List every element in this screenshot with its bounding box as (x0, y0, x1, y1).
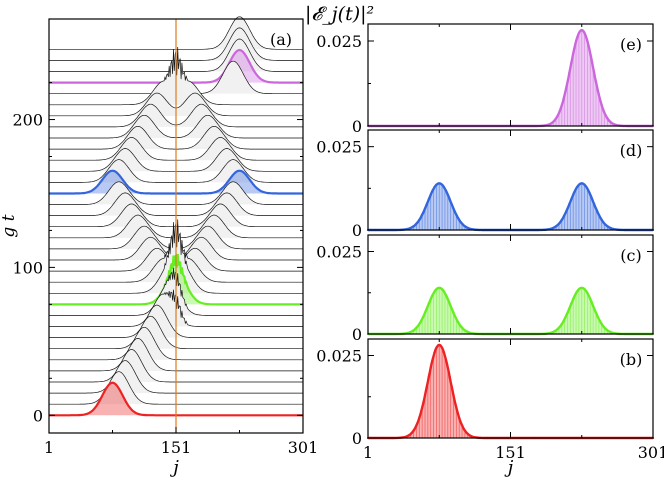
plot-area (368, 235, 653, 334)
frame-shade (49, 371, 303, 405)
frame-shade (49, 39, 303, 72)
frame-occluder (49, 371, 303, 405)
x-tick-label: 301 (638, 443, 664, 462)
x-axis-label-a: j (169, 457, 179, 478)
highlight-fill-gt-0 (49, 382, 303, 416)
panel-label: (b) (620, 350, 643, 369)
y-tick-label: 0.025 (316, 347, 362, 366)
y-tick-label-a: 0 (33, 406, 43, 425)
panels-right: (e) 0 0.025 (d) 0 0.025 (c) 0 0.025 (b) 0 0.025 1 151… (316, 23, 664, 478)
x-tick-label-a: 1 (44, 438, 54, 457)
waterfall-frame (49, 159, 303, 183)
plot-area (368, 339, 653, 438)
frame-occluder (49, 181, 303, 205)
frame-shade (49, 159, 303, 183)
panel-c: (c) 0 0.025 (316, 234, 655, 344)
frame-occluder (49, 61, 303, 94)
panel-a-waterfall: (a) 0 100 200 1 151 301 j g t (0, 16, 319, 478)
panel-d: (d) 0 0.025 (316, 129, 655, 240)
panel-e: (e) 0 0.025 (316, 23, 655, 136)
y-tick-label: 0 (352, 325, 362, 344)
x-tick-label: 1 (363, 443, 373, 462)
y-tick-label: 0 (352, 221, 362, 240)
panel-label: (d) (620, 141, 643, 160)
x-tick-label-a: 151 (161, 438, 192, 457)
frame-occluder (49, 159, 303, 183)
y-tick-label: 0 (352, 429, 362, 448)
figure-title: |𝓔_j(t)|² (305, 3, 374, 25)
y-tick-label: 0.025 (316, 32, 362, 51)
y-tick-label: 0.025 (316, 243, 362, 262)
frame-shade (49, 61, 303, 94)
y-tick-label-a: 200 (12, 111, 43, 130)
frame-occluder (49, 39, 303, 72)
y-tick-label: 0 (352, 117, 362, 136)
plot-area (368, 24, 653, 126)
y-axis-label-a: g t (0, 214, 19, 237)
y-tick-label: 0.025 (316, 138, 362, 157)
x-axis-label: j (504, 457, 514, 478)
frame-shade (49, 181, 303, 205)
panel-label: (c) (620, 246, 641, 265)
x-tick-label: 151 (495, 443, 526, 462)
plot-area (368, 130, 653, 230)
panel-label: (e) (620, 35, 642, 54)
x-tick-label-a: 301 (288, 438, 319, 457)
panel-b: (b) 0 0.025 1 151 301 j (316, 338, 664, 478)
y-tick-label-a: 100 (12, 258, 43, 277)
panel-label-a: (a) (270, 30, 292, 49)
frame-occluder (49, 192, 303, 216)
waterfall-frame (49, 181, 303, 205)
frame-shade (49, 192, 303, 216)
